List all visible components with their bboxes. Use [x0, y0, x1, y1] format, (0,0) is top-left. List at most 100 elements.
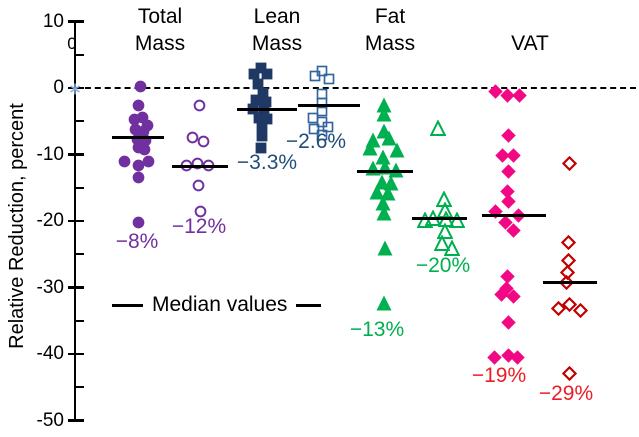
vat-cohort1-point: [499, 269, 515, 285]
legend-line-left: [112, 303, 143, 307]
total-mass-cohort1-point: [132, 171, 145, 184]
fat-mass-cohort1-point: [376, 97, 392, 113]
lean-mass-cohort1-point: [248, 67, 260, 80]
fat-mass-cohort1-point: [383, 175, 399, 191]
y-axis-tick-label: 10: [42, 10, 64, 32]
lean-mass-cohort2-median-line: [298, 103, 360, 107]
group-header-total-mass: Total Mass: [95, 3, 225, 57]
vat-cohort2-point: [550, 300, 566, 316]
zero-reference-line: [75, 86, 636, 89]
lean-mass-cohort2-median-label: −2.6%: [285, 130, 347, 153]
fat-mass-cohort2-point: [448, 210, 466, 228]
y-axis-tick-label: -50: [36, 409, 64, 431]
y-axis-minor-tick: [75, 253, 84, 256]
fat-mass-cohort1-point: [362, 140, 378, 156]
y-axis-tick-label: -40: [36, 343, 64, 364]
stray-zero-label: 0: [67, 34, 77, 53]
group-header-line: Lean: [253, 5, 301, 28]
legend-label: Median values: [152, 293, 288, 316]
legend-line-right: [296, 303, 322, 307]
vat-cohort2-point: [560, 234, 576, 250]
total-mass-cohort1-median-line: [112, 136, 164, 140]
group-header-line: Mass: [364, 32, 416, 55]
total-mass-cohort1-point: [138, 143, 151, 156]
lean-mass-cohort1-point: [261, 67, 273, 80]
vat-cohort2-point: [572, 303, 588, 319]
vat-cohort1-point: [511, 88, 527, 104]
vat-cohort1-point: [500, 127, 516, 143]
fat-mass-cohort1-point: [375, 195, 391, 211]
lean-mass-cohort1-point: [257, 86, 269, 99]
vat-cohort2-median-line: [543, 281, 597, 285]
lean-mass-cohort1-median-label: −3.3%: [236, 151, 298, 174]
fat-mass-cohort1-point: [375, 149, 391, 165]
lean-mass-cohort1-point: [260, 95, 272, 108]
fat-mass-cohort1-point: [380, 185, 396, 201]
lean-mass-cohort1-point: [256, 129, 268, 142]
vat-cohort1-point: [500, 164, 516, 179]
vat-cohort1-point: [500, 194, 516, 209]
vat-cohort1-point: [487, 84, 503, 99]
y-axis-minor-tick: [75, 386, 84, 389]
group-header-line: Mass: [251, 32, 303, 55]
vat-cohort1-point: [499, 88, 515, 104]
y-axis-tick-label: -20: [36, 210, 64, 231]
fat-mass-cohort2-point: [433, 234, 451, 251]
group-header-line: Total: [137, 5, 183, 28]
vat-cohort2-median-label: −29%: [538, 382, 594, 405]
y-axis-major-tick: [68, 153, 84, 156]
vat-cohort1-point: [500, 348, 516, 364]
vat-cohort2-point: [561, 297, 577, 313]
group-header-fat-mass: Fat Mass: [325, 3, 455, 57]
zero-star-marker: [69, 82, 81, 95]
group-header-line: Fat: [374, 5, 406, 28]
vat-cohort1-median-label: −19%: [471, 364, 527, 387]
total-mass-cohort2-point: [194, 205, 207, 218]
vat-cohort1-point: [505, 289, 521, 305]
total-mass-cohort2-point: [197, 135, 210, 148]
vat-cohort1-point: [499, 184, 515, 199]
vat-cohort1-point: [487, 203, 503, 219]
vat-cohort1-point: [493, 286, 509, 302]
total-mass-cohort1-median-label: −8%: [115, 230, 159, 253]
lean-mass-cohort2-point: [316, 96, 328, 109]
fat-mass-cohort1-point: [381, 130, 397, 146]
y-axis-minor-tick: [75, 120, 84, 123]
total-mass-cohort2-point: [193, 99, 206, 112]
fat-mass-cohort1-point: [376, 205, 392, 221]
vat-cohort1-point: [486, 350, 502, 365]
fat-mass-cohort2-median-label: −20%: [415, 254, 471, 277]
fat-mass-cohort1-median-label: −13%: [349, 318, 405, 341]
vat-cohort1-point: [505, 148, 521, 164]
vat-cohort1-point: [494, 147, 510, 163]
y-axis-tick-label: -30: [36, 276, 64, 298]
vat-cohort1-point: [505, 223, 521, 238]
lean-mass-cohort2-point: [323, 72, 335, 85]
fat-mass-cohort1-point: [376, 106, 392, 122]
fat-mass-cohort1-point: [389, 142, 405, 158]
lean-mass-cohort2-point: [322, 120, 334, 133]
fat-mass-cohort1-point: [388, 162, 404, 178]
total-mass-cohort1-point: [132, 99, 145, 112]
vat-cohort2-point: [558, 274, 574, 290]
fat-mass-cohort2-point: [429, 119, 447, 136]
total-mass-cohort1-point: [118, 155, 131, 168]
lean-mass-cohort1-point: [256, 119, 268, 132]
y-axis-major-tick: [68, 352, 84, 356]
y-axis-tick-label: -10: [36, 143, 64, 165]
y-axis-major-tick: [68, 419, 84, 422]
lean-mass-cohort2-point: [308, 122, 320, 135]
vat-cohort2-point: [561, 155, 577, 171]
fat-mass-cohort2-point: [443, 239, 461, 257]
group-header-line: VAT: [511, 32, 549, 55]
fat-mass-cohort1-median-line: [357, 170, 413, 174]
vat-cohort2-point: [561, 365, 577, 381]
lean-mass-cohort1-point: [261, 112, 273, 125]
legend: Median values: [112, 293, 322, 317]
y-axis-minor-tick: [75, 319, 84, 322]
group-header-lean-mass: Lean Mass: [212, 3, 342, 57]
